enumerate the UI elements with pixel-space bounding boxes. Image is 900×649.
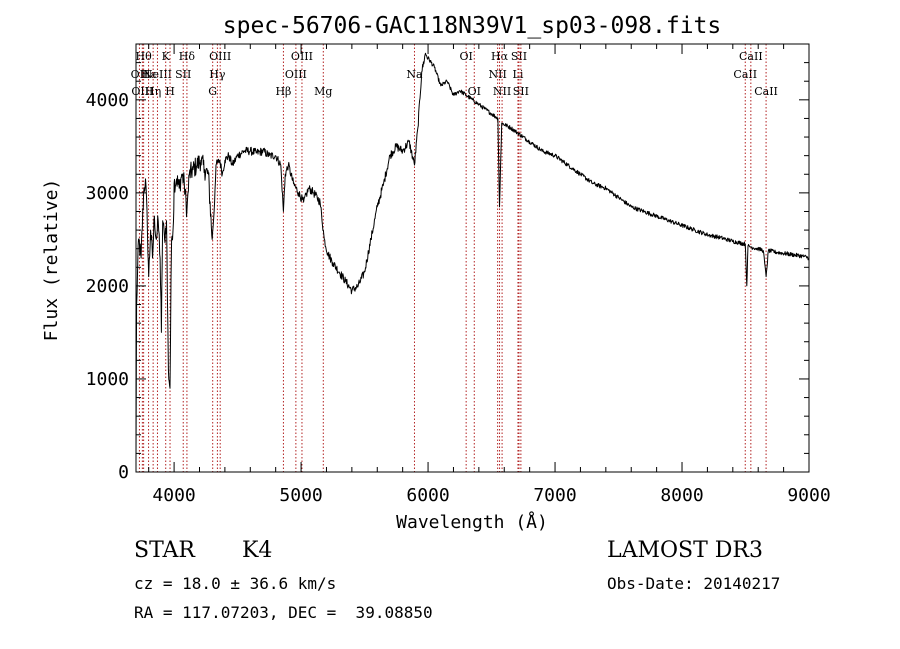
x-tick-label: 5000 xyxy=(279,485,322,506)
line-label: Hβ xyxy=(275,85,291,98)
y-tick-label: 3000 xyxy=(86,183,129,204)
line-label: OIII xyxy=(285,68,307,81)
line-label: OI xyxy=(459,50,472,63)
spectrum-line xyxy=(135,52,810,459)
y-tick-label: 0 xyxy=(118,462,129,483)
spectrum-series xyxy=(135,52,810,459)
y-tick-label: 4000 xyxy=(86,90,129,111)
line-label: OII xyxy=(131,68,149,81)
x-axis-label: Wavelength (Å) xyxy=(396,511,548,533)
chart-title: spec-56706-GAC118N39V1_sp03-098.fits xyxy=(223,13,722,39)
x-tick-label: 6000 xyxy=(406,485,449,506)
coordinates: RA = 117.07203, DEC = 39.08850 xyxy=(134,603,433,622)
line-label: Hθ xyxy=(136,50,153,63)
y-tick-label: 1000 xyxy=(86,369,129,390)
line-label: NII xyxy=(493,85,511,98)
line-label: SII xyxy=(511,50,527,63)
y-axis-label: Flux (relative) xyxy=(41,179,62,342)
plot-frame xyxy=(135,43,810,473)
line-label: SII xyxy=(513,85,529,98)
survey-name: LAMOST DR3 xyxy=(607,538,763,563)
line-label: OIII xyxy=(209,50,231,63)
line-label: H xyxy=(165,85,175,98)
line-label: Li xyxy=(513,68,524,81)
line-label: OIII xyxy=(131,85,153,98)
line-label: Hε xyxy=(141,68,157,81)
line-label: Hδ xyxy=(179,50,196,63)
y-tick-label: 2000 xyxy=(86,276,129,297)
line-label: CaII xyxy=(733,68,757,81)
y-axis-ticks: 0 1000 2000 3000 4000 xyxy=(86,62,809,483)
line-label: Hα xyxy=(491,50,509,63)
x-tick-label: 7000 xyxy=(533,485,576,506)
x-axis-ticks: 4000 5000 6000 7000 8000 9000 xyxy=(148,44,831,506)
line-label: Hη xyxy=(145,85,161,98)
line-label: NeIII xyxy=(143,68,172,81)
object-class: STAR xyxy=(134,538,195,563)
spectral-line-markers: OIIOIIIHθHεHηNeIIIKHSIIHδGHγOIIIHβOIIIOI… xyxy=(131,44,778,472)
x-tick-label: 8000 xyxy=(660,485,703,506)
x-tick-label: 9000 xyxy=(787,485,830,506)
line-label: CaII xyxy=(739,50,763,63)
x-tick-label: 4000 xyxy=(152,485,195,506)
line-label: Na xyxy=(406,68,423,81)
line-label: SII xyxy=(175,68,191,81)
line-label: OIII xyxy=(291,50,313,63)
object-subclass: K4 xyxy=(242,538,273,563)
line-label: G xyxy=(208,85,217,98)
line-label: CaII xyxy=(754,85,778,98)
line-label: Hγ xyxy=(209,68,226,81)
line-label: OI xyxy=(468,85,481,98)
line-label: NII xyxy=(488,68,506,81)
line-label: K xyxy=(162,50,171,63)
redshift-value: cz = 18.0 ± 36.6 km/s xyxy=(134,574,337,593)
line-label: Mg xyxy=(314,85,332,98)
observation-date: Obs-Date: 20140217 xyxy=(607,574,781,593)
